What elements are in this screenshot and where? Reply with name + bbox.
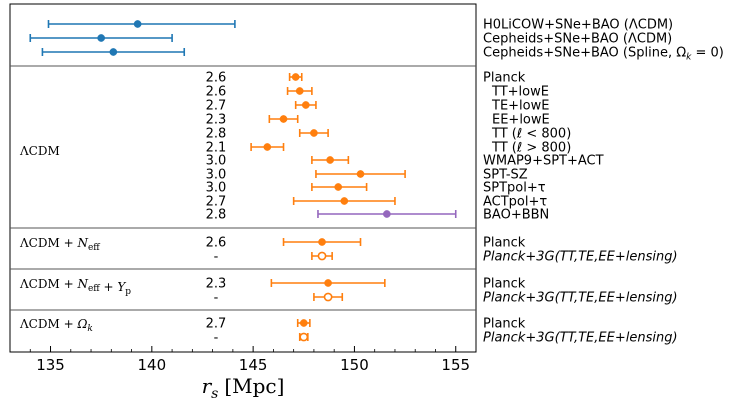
x-axis-label-unit: [Mpc]: [224, 374, 284, 398]
chart-marks: [29, 20, 457, 342]
x-axis-label-subscript: s: [211, 386, 218, 402]
point-lcdm-2: [301, 101, 310, 109]
x-tick-label-135: 135: [36, 356, 65, 374]
row-label-lcdm-7: SPT-SZ: [483, 168, 528, 183]
row-label-lcdm-3: EE+lowE: [492, 113, 550, 128]
row-label-lcdm-10: BAO+BBN: [483, 208, 549, 223]
point-neffyp-1: [323, 292, 333, 302]
row-label-lcdm-4: TT (ℓ < 800): [491, 127, 571, 142]
sigma-lcdm-6: 3.0: [206, 154, 227, 169]
x-tick-label-150: 150: [340, 356, 369, 374]
sigma-lcdm-7: 3.0: [206, 168, 227, 183]
row-label-late-0: H0LiCOW+SNe+BAO (ΛCDM): [483, 18, 673, 33]
section-label-omk: ΛCDM + Ωk: [19, 317, 93, 334]
row-label-late-1: Cepheids+SNe+BAO (ΛCDM): [483, 32, 672, 47]
point-lcdm-5: [263, 143, 272, 151]
row-label-lcdm-1: TT+lowE: [491, 85, 549, 100]
point-lcdm-4: [310, 129, 318, 137]
sigma-lcdm-8: 3.0: [206, 181, 227, 196]
x-tick-label-140: 140: [138, 356, 167, 374]
section-label-lcdm: ΛCDM: [19, 144, 60, 158]
sigma-neffyp-1: -: [214, 291, 219, 306]
point-lcdm-8: [334, 183, 343, 191]
point-lcdm-3: [279, 115, 288, 123]
point-lcdm-6: [326, 156, 334, 164]
x-axis-label-symbol: r: [202, 374, 213, 398]
plot-frame: [9, 3, 477, 353]
row-label-lcdm-8: SPTpol+τ: [483, 181, 546, 196]
sigma-neff-0: 2.6: [206, 236, 227, 251]
row-label-lcdm-9: ACTpol+τ: [483, 195, 547, 210]
row-label-neff-0: Planck: [483, 236, 526, 251]
row-label-omk-0: Planck: [483, 317, 526, 332]
point-neffyp-0: [324, 279, 332, 287]
row-label-lcdm-0: Planck: [483, 71, 526, 86]
x-tick-label-145: 145: [239, 356, 268, 374]
section-dividers: [10, 65, 476, 311]
sigma-neff-1: -: [214, 250, 219, 265]
x-axis-label: rs [Mpc]: [202, 374, 285, 402]
point-lcdm-7: [356, 170, 365, 178]
sigma-lcdm-3: 2.3: [206, 113, 227, 128]
point-lcdm-9: [340, 197, 349, 205]
row-label-omk-1: Planck+3G(TT,TE,EE+lensing): [483, 331, 678, 346]
row-label-lcdm-5: TT (ℓ > 800): [491, 141, 571, 156]
sigma-omk-0: 2.7: [206, 317, 227, 332]
significance-column: 2.62.62.72.32.82.13.03.03.02.72.82.6-2.3…: [206, 71, 227, 346]
section-labels: ΛCDM ΛCDM + Neff ΛCDM + Neff + Yp ΛCDM + Ωk: [19, 144, 131, 334]
section-label-neffyp: ΛCDM + Neff + Yp: [19, 277, 131, 297]
sigma-lcdm-4: 2.8: [206, 127, 227, 142]
row-label-neffyp-0: Planck: [483, 277, 526, 292]
row-labels: H0LiCOW+SNe+BAO (ΛCDM)Cepheids+SNe+BAO (…: [483, 18, 724, 346]
x-tick-label-155: 155: [441, 356, 470, 374]
x-axis: 135 140 145 150 155: [29, 346, 477, 374]
point-neff-1: [317, 251, 327, 261]
point-late-0: [133, 20, 142, 28]
point-lcdm-10: [383, 210, 391, 218]
row-label-neffyp-1: Planck+3G(TT,TE,EE+lensing): [483, 291, 678, 306]
point-omk-1: [299, 332, 309, 342]
sigma-lcdm-1: 2.6: [206, 85, 227, 100]
point-late-2: [109, 48, 118, 56]
sigma-lcdm-5: 2.1: [206, 141, 227, 156]
sigma-lcdm-9: 2.7: [206, 195, 227, 210]
point-neff-0: [318, 238, 326, 246]
sigma-omk-1: -: [214, 331, 219, 346]
section-label-neff: ΛCDM + Neff: [19, 236, 100, 253]
sigma-lcdm-2: 2.7: [206, 99, 227, 114]
sigma-neffyp-0: 2.3: [206, 277, 227, 292]
point-late-1: [97, 34, 106, 42]
row-label-lcdm-2: TE+lowE: [491, 99, 549, 114]
row-label-lcdm-6: WMAP9+SPT+ACT: [483, 154, 604, 169]
sigma-lcdm-10: 2.8: [206, 208, 227, 223]
point-omk-0: [299, 319, 308, 327]
row-label-late-2: Cepheids+SNe+BAO (Spline, Ωk = 0): [483, 46, 724, 63]
point-lcdm-0: [291, 73, 300, 81]
sigma-lcdm-0: 2.6: [206, 71, 227, 86]
point-lcdm-1: [295, 87, 304, 95]
row-label-neff-1: Planck+3G(TT,TE,EE+lensing): [483, 250, 678, 265]
